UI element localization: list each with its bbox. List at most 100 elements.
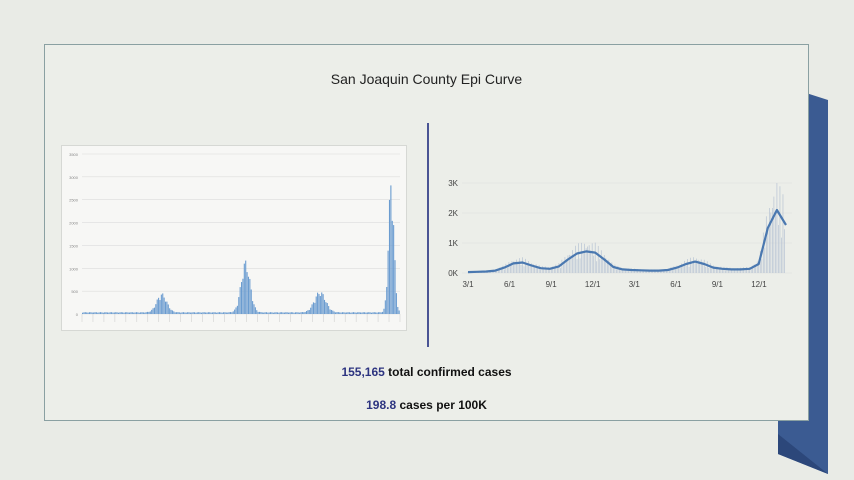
- bar: [256, 310, 258, 314]
- bar: [263, 312, 265, 314]
- left-epi-chart: 3500 3000 2500 2000 1500 1000 500 0: [61, 145, 407, 331]
- per-100k-value: 198.8: [366, 398, 397, 412]
- bar: [294, 312, 297, 314]
- bar: [155, 304, 157, 314]
- bar: [336, 312, 338, 314]
- bar: [339, 312, 341, 314]
- bar: [188, 312, 190, 314]
- bar: [253, 304, 255, 314]
- bar: [315, 296, 317, 314]
- bar: [135, 312, 138, 314]
- bar: [238, 297, 240, 314]
- bar: [207, 312, 209, 314]
- bar: [235, 307, 237, 314]
- bar: [369, 312, 371, 314]
- bar: [393, 225, 395, 314]
- bar: [361, 312, 363, 314]
- bar: [252, 301, 254, 314]
- bar: [205, 312, 207, 314]
- bar: [382, 311, 384, 314]
- y-tick-label: 3500: [69, 152, 79, 157]
- bar: [119, 312, 121, 314]
- bar: [124, 312, 126, 314]
- bar: [278, 312, 280, 314]
- bar: [109, 312, 111, 314]
- bar: [178, 312, 180, 314]
- per-100k-stat: 198.8 cases per 100K: [45, 398, 808, 412]
- bar: [321, 292, 323, 314]
- bar: [354, 312, 356, 314]
- bar: [329, 309, 331, 314]
- bar: [351, 312, 353, 314]
- bar: [131, 312, 133, 314]
- bar: [99, 312, 102, 314]
- bar: [199, 312, 201, 314]
- bar: [272, 312, 274, 314]
- bar: [120, 312, 122, 314]
- bar: [122, 312, 124, 314]
- bar: [174, 312, 176, 314]
- bar: [160, 294, 162, 314]
- bar: [158, 297, 160, 314]
- bar: [310, 307, 312, 314]
- bar: [159, 300, 161, 314]
- bar: [133, 312, 135, 314]
- bar: [185, 312, 187, 314]
- bar: [242, 278, 244, 314]
- bar: [387, 250, 389, 314]
- bar: [228, 312, 230, 314]
- bar: [350, 312, 352, 314]
- bar: [307, 310, 309, 314]
- bar: [250, 289, 252, 314]
- bar: [88, 312, 91, 314]
- bar: [333, 311, 335, 314]
- bar: [224, 312, 226, 314]
- bar: [397, 306, 399, 314]
- bar: [189, 312, 191, 314]
- bar: [268, 312, 270, 314]
- y-tick-label: 1K: [448, 239, 458, 248]
- bar: [182, 312, 185, 314]
- bar: [297, 312, 299, 314]
- total-cases-value: 155,165: [341, 365, 385, 379]
- bar: [83, 312, 85, 314]
- y-tick-label: 2K: [448, 209, 458, 218]
- bar: [98, 312, 100, 314]
- bar: [126, 312, 128, 314]
- bar: [234, 309, 236, 314]
- bar: [144, 312, 146, 314]
- bar: [167, 304, 169, 314]
- bar: [171, 310, 173, 314]
- bar: [149, 311, 151, 314]
- bar: [384, 300, 386, 314]
- bar: [359, 312, 362, 314]
- bar: [151, 309, 153, 314]
- bar: [90, 312, 92, 314]
- bar: [193, 312, 196, 314]
- bar: [225, 312, 227, 314]
- y-tick-label: 0: [76, 312, 79, 317]
- bar: [348, 312, 350, 314]
- y-tick-label: 500: [71, 289, 78, 294]
- bar: [102, 312, 104, 314]
- bar: [304, 311, 306, 314]
- bar: [206, 312, 208, 314]
- bar: [332, 310, 334, 314]
- bar: [398, 310, 400, 314]
- bar: [388, 199, 391, 314]
- bar: [343, 312, 345, 314]
- bar: [91, 312, 93, 314]
- bar: [200, 312, 203, 314]
- bar: [286, 312, 288, 314]
- bar: [123, 312, 125, 314]
- bar: [275, 312, 277, 314]
- bar: [134, 312, 136, 314]
- bar: [325, 302, 327, 314]
- bar: [323, 299, 326, 314]
- bar: [82, 312, 84, 314]
- bar: [376, 312, 378, 314]
- left-chart-svg: 3500 3000 2500 2000 1500 1000 500 0: [69, 152, 401, 322]
- bar: [130, 312, 132, 314]
- bar: [267, 312, 269, 314]
- bar: [115, 312, 117, 314]
